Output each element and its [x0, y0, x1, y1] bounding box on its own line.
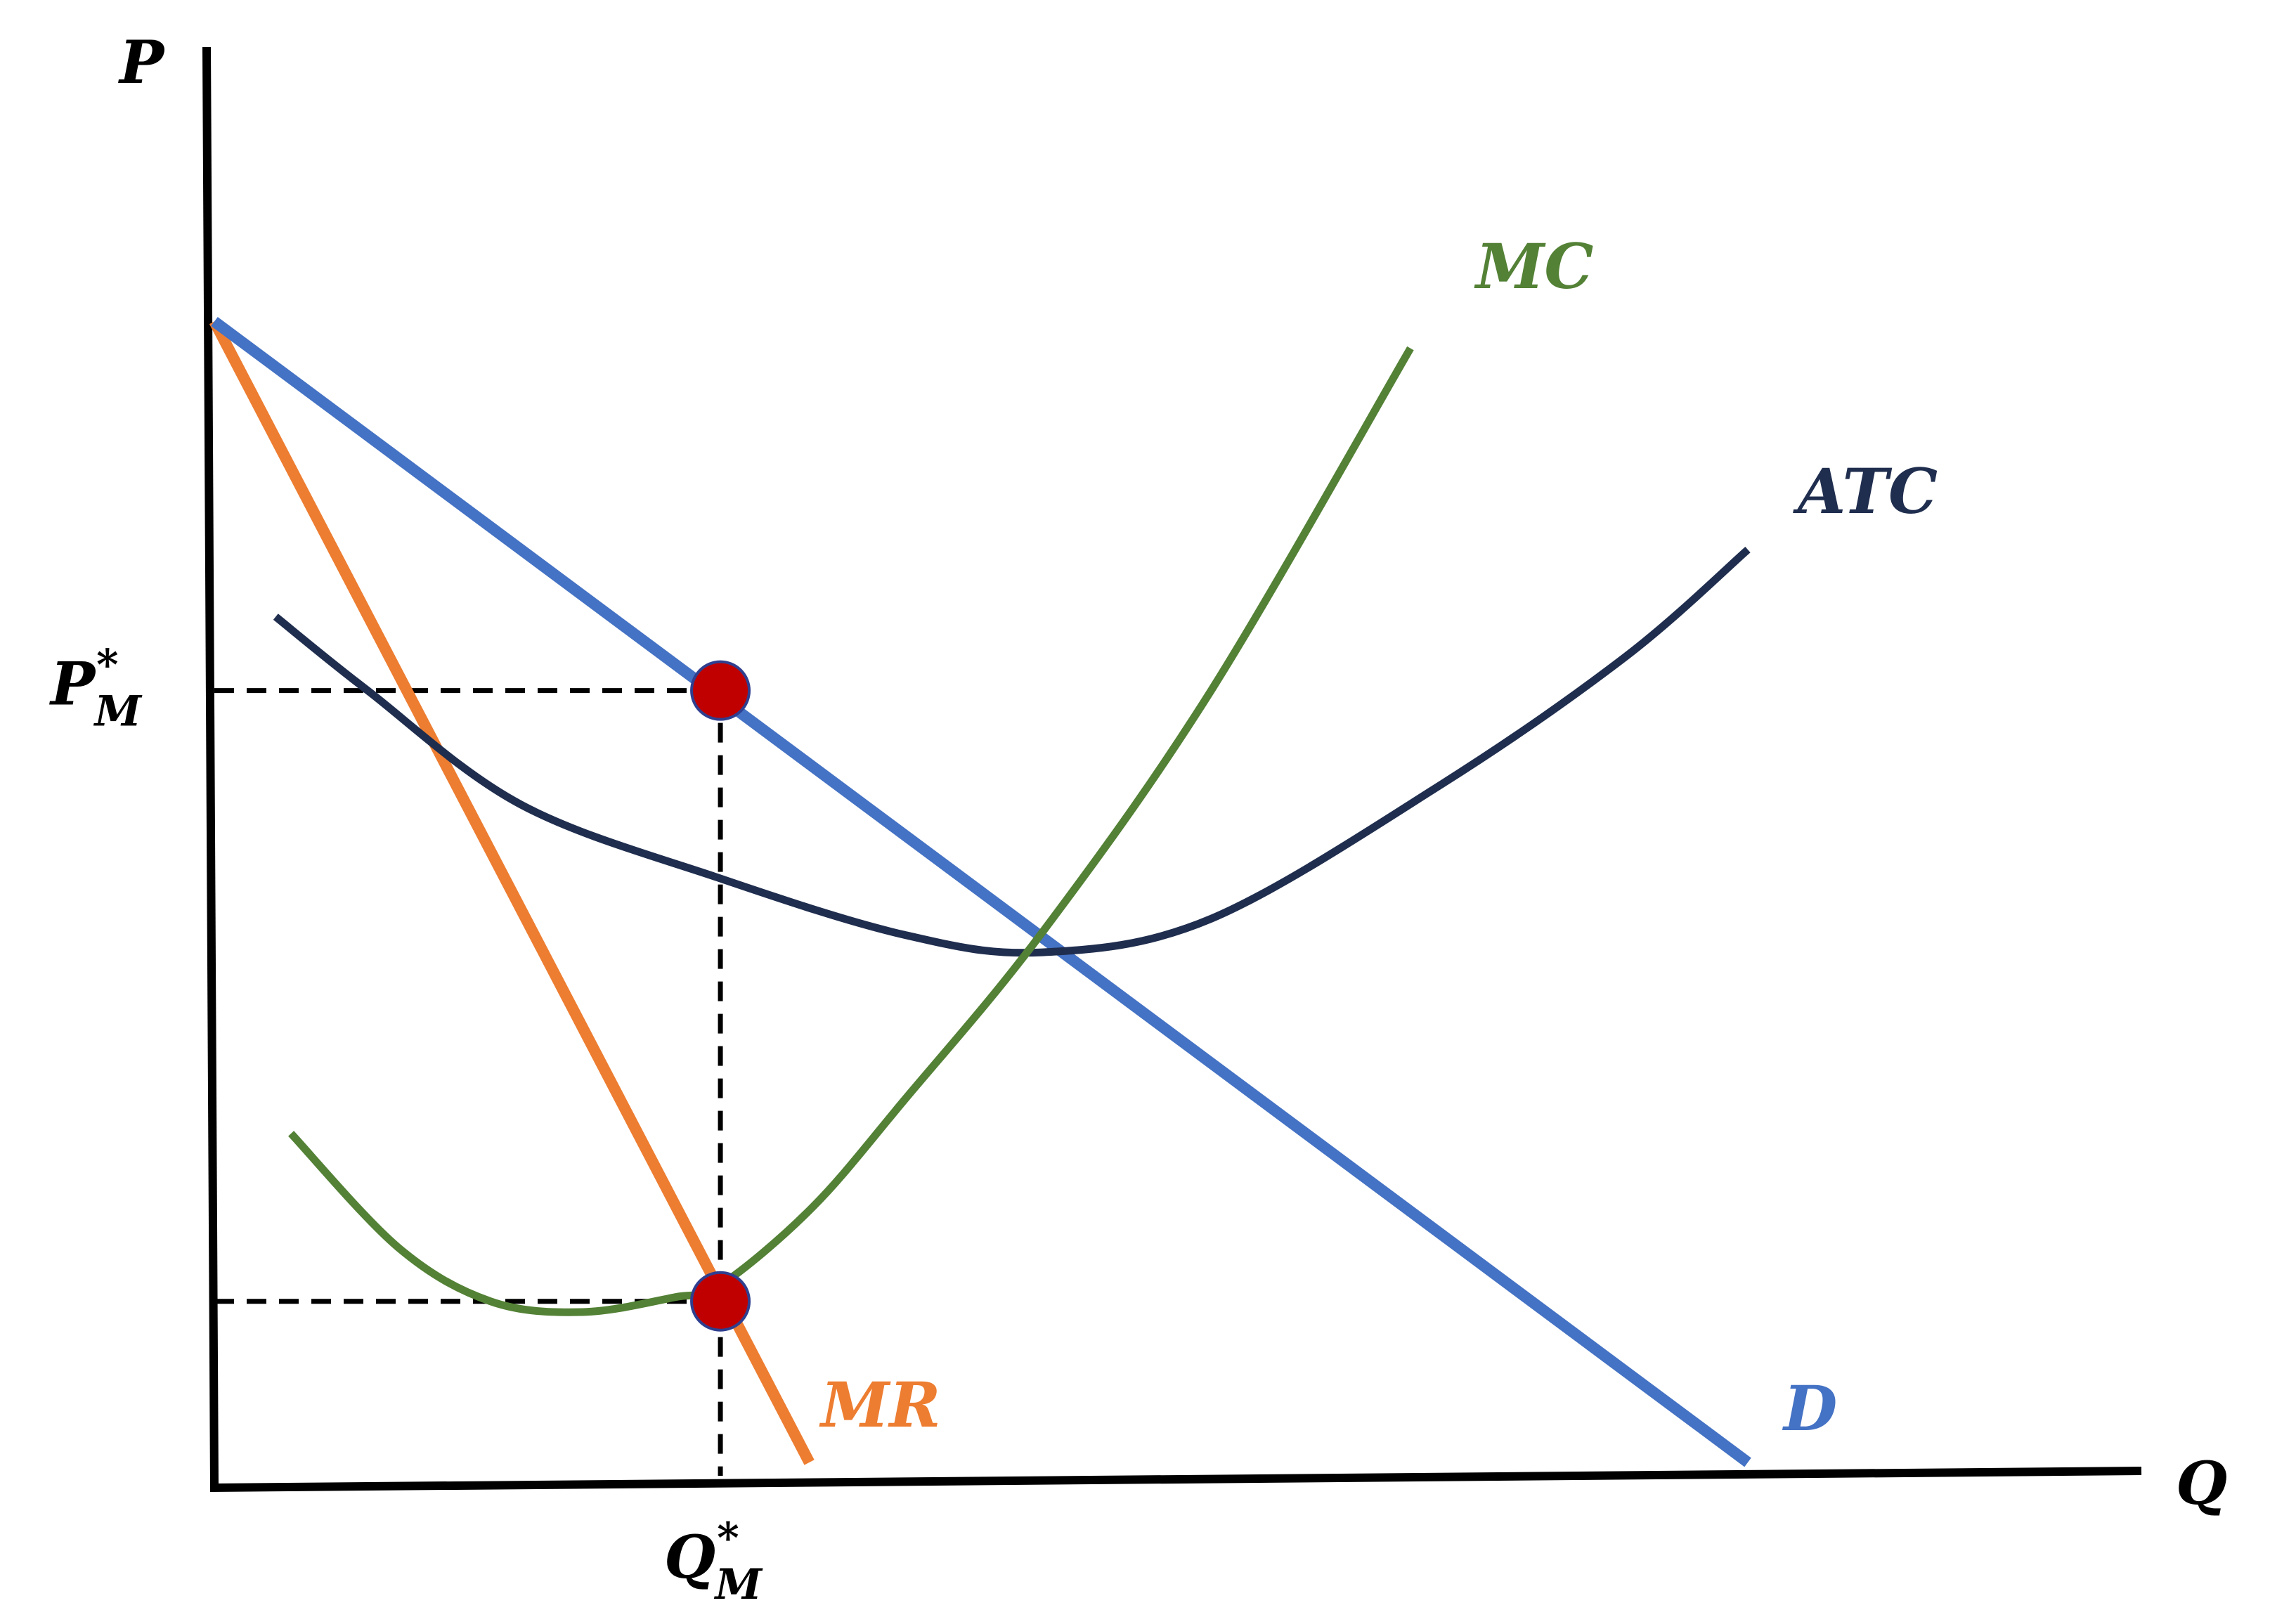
x-axis-label: Q	[2176, 1448, 2227, 1518]
tick-sup: *	[717, 1514, 739, 1563]
y-axis-label: P	[118, 27, 166, 97]
y-axis	[202, 46, 219, 1488]
curve-d	[211, 316, 1751, 1467]
tick-sub: M	[93, 687, 143, 736]
svg-text:Q*M: Q* M	[664, 1514, 763, 1603]
svg-text:P*M: P* M	[49, 641, 143, 736]
label-mr: MR	[819, 1368, 941, 1441]
tick-main: Q	[664, 1522, 715, 1592]
axes: P Q	[118, 27, 2227, 1518]
price-point-marker	[690, 660, 751, 721]
markers	[690, 660, 751, 1332]
curve-labels: D MR ATC MC	[819, 230, 1938, 1445]
curves	[209, 316, 1751, 1467]
quantity-tick-label: Q* M	[664, 1514, 763, 1603]
curve-mr	[209, 318, 815, 1465]
tick-sup: *	[96, 641, 118, 690]
curve-mc	[288, 346, 1414, 1316]
label-atc: ATC	[1793, 455, 1938, 528]
tick-main: P	[49, 649, 97, 719]
x-axis	[209, 1467, 2142, 1492]
mr-mc-point-marker	[690, 1271, 751, 1332]
label-mc: MC	[1474, 230, 1593, 303]
tick-sub: M	[714, 1560, 763, 1603]
price-tick-label: P* M	[49, 641, 143, 736]
label-d: D	[1782, 1372, 1837, 1445]
curve-atc	[273, 546, 1751, 957]
